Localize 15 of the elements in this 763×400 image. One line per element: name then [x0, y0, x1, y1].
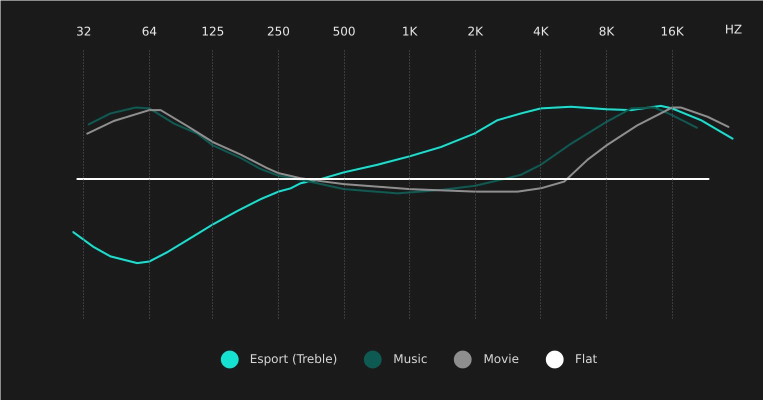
legend-label: Flat [574, 352, 598, 366]
x-tick-label: 8K [598, 24, 616, 38]
x-tick-label: 250 [266, 24, 290, 38]
x-tick-label: 16K [660, 24, 685, 38]
legend-label: Esport (Treble) [250, 352, 338, 366]
x-axis-title: HZ [724, 22, 742, 36]
legend-label: Movie [483, 352, 519, 366]
x-tick-label: 1K [402, 24, 419, 38]
x-tick-label: 32 [76, 24, 92, 38]
x-tick-label: 125 [201, 24, 224, 38]
x-tick-label: 2K [468, 24, 484, 38]
x-tick-label: 4K [533, 24, 550, 38]
x-tick-label: 500 [332, 24, 356, 38]
legend-label: Music [393, 352, 428, 366]
x-tick-label: 64 [142, 24, 158, 38]
